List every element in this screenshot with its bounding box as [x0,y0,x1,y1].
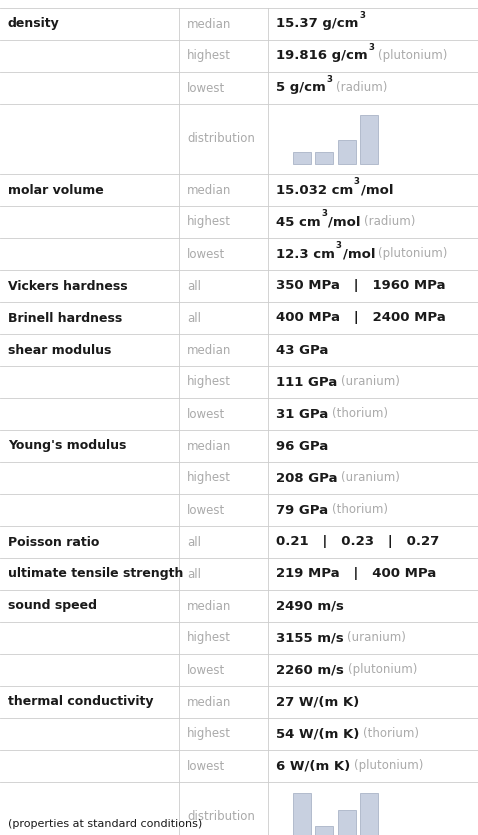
Text: 3: 3 [354,176,360,185]
Text: 3: 3 [326,74,332,84]
Text: highest: highest [187,49,231,63]
Text: highest: highest [187,376,231,388]
Text: 3: 3 [321,209,327,218]
Text: highest: highest [187,631,231,645]
Text: 79 GPa: 79 GPa [276,504,328,517]
Text: (thorium): (thorium) [332,504,388,517]
Text: (radium): (radium) [337,82,388,94]
Text: ultimate tensile strength: ultimate tensile strength [8,568,184,580]
Text: 111 GPa: 111 GPa [276,376,337,388]
Text: (plutonium): (plutonium) [354,760,424,772]
Text: (uranium): (uranium) [348,631,406,645]
Text: 15.37 g/cm: 15.37 g/cm [276,18,358,31]
Text: density: density [8,18,60,31]
Text: Poisson ratio: Poisson ratio [8,535,99,549]
Text: distribution: distribution [187,133,255,145]
Text: 3: 3 [354,176,360,185]
Text: all: all [187,535,201,549]
Text: Young's modulus: Young's modulus [8,439,126,453]
Text: distribution: distribution [187,811,255,823]
Text: shear modulus: shear modulus [8,343,111,357]
Text: Vickers hardness: Vickers hardness [8,280,128,292]
Text: (uranium): (uranium) [341,376,400,388]
Text: lowest: lowest [187,760,226,772]
Text: /mol: /mol [328,215,361,229]
Text: 6 W/(m K): 6 W/(m K) [276,760,350,772]
Text: 2490 m/s: 2490 m/s [276,600,344,613]
Text: (plutonium): (plutonium) [378,247,447,261]
Text: 2260 m/s: 2260 m/s [276,664,344,676]
Text: median: median [187,343,232,357]
Text: 19.816 g/cm: 19.816 g/cm [276,49,367,63]
Text: lowest: lowest [187,82,226,94]
Text: 350 MPa   |   1960 MPa: 350 MPa | 1960 MPa [276,280,445,292]
Text: lowest: lowest [187,407,226,421]
Text: 208 GPa: 208 GPa [276,472,337,484]
Text: (thorium): (thorium) [363,727,419,741]
Text: median: median [187,18,232,31]
Text: all: all [187,280,201,292]
Text: 43 GPa: 43 GPa [276,343,328,357]
Bar [337,810,356,835]
Text: 3: 3 [326,74,332,84]
Text: lowest: lowest [187,247,226,261]
Text: 3: 3 [369,43,374,52]
Text: (thorium): (thorium) [332,407,388,421]
Text: 54 W/(m K): 54 W/(m K) [276,727,359,741]
Text: molar volume: molar volume [8,184,104,196]
Text: (properties at standard conditions): (properties at standard conditions) [8,819,202,829]
Text: 3: 3 [369,43,374,52]
Text: 3: 3 [359,11,365,19]
Text: 400 MPa   |   2400 MPa: 400 MPa | 2400 MPa [276,311,445,325]
Text: 3: 3 [321,209,327,218]
Text: all: all [187,311,201,325]
Text: median: median [187,696,232,709]
Text: (radium): (radium) [364,215,415,229]
Bar [360,115,378,164]
Text: median: median [187,184,232,196]
Text: 3155 m/s: 3155 m/s [276,631,343,645]
Text: lowest: lowest [187,664,226,676]
Text: all: all [187,568,201,580]
Text: 5 g/cm: 5 g/cm [276,82,326,94]
Bar [315,826,333,835]
Bar [293,152,311,164]
Bar [360,793,378,835]
Text: /mol: /mol [361,184,393,196]
Bar [315,152,333,164]
Text: highest: highest [187,727,231,741]
Text: 3: 3 [336,240,342,250]
Text: 15.032 cm: 15.032 cm [276,184,353,196]
Text: (plutonium): (plutonium) [378,49,448,63]
Text: lowest: lowest [187,504,226,517]
Text: 0.21   |   0.23   |   0.27: 0.21 | 0.23 | 0.27 [276,535,439,549]
Text: 219 MPa   |   400 MPa: 219 MPa | 400 MPa [276,568,436,580]
Text: 27 W/(m K): 27 W/(m K) [276,696,359,709]
Text: (plutonium): (plutonium) [348,664,417,676]
Text: 12.3 cm: 12.3 cm [276,247,335,261]
Text: /mol: /mol [343,247,375,261]
Text: 45 cm: 45 cm [276,215,320,229]
Text: highest: highest [187,215,231,229]
Text: 31 GPa: 31 GPa [276,407,328,421]
Text: 3: 3 [336,240,342,250]
Text: 96 GPa: 96 GPa [276,439,328,453]
Text: median: median [187,439,232,453]
Text: median: median [187,600,232,613]
Text: Brinell hardness: Brinell hardness [8,311,122,325]
Text: highest: highest [187,472,231,484]
Text: sound speed: sound speed [8,600,97,613]
Bar [293,793,311,835]
Text: (uranium): (uranium) [341,472,400,484]
Bar [337,140,356,164]
Text: thermal conductivity: thermal conductivity [8,696,153,709]
